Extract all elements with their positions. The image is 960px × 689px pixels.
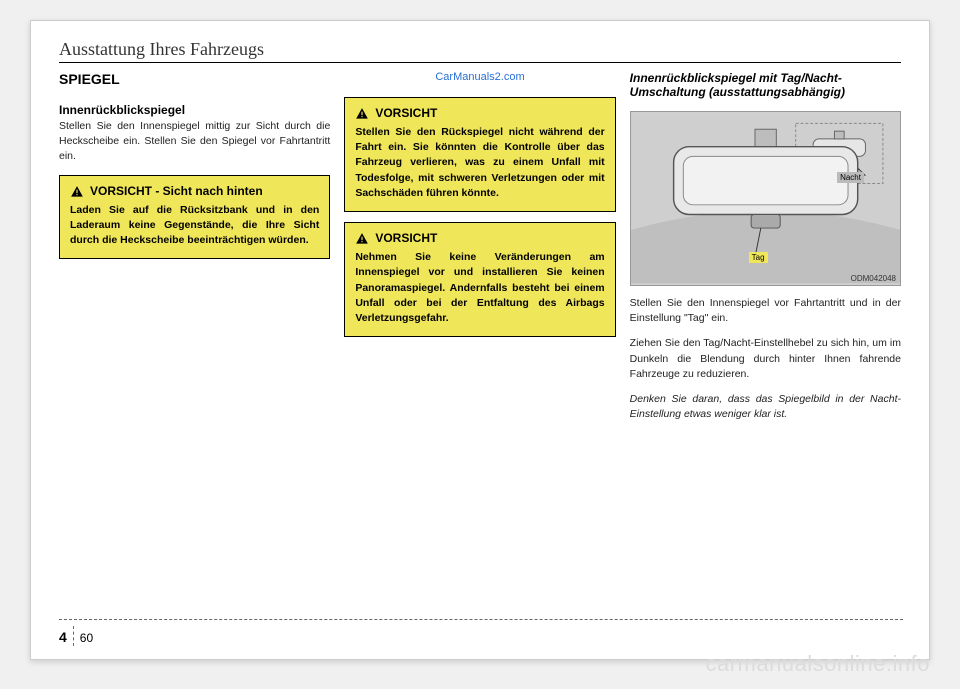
callout-body: Stellen Sie den Rückspiegel nicht währen… — [355, 125, 604, 201]
mirror-figure: Nacht Tag ODM042048 — [630, 111, 901, 286]
para-tag-einstellung: Stellen Sie den Innenspiegel vor Fahrtan… — [630, 296, 901, 326]
chapter-title: Ausstattung Ihres Fahrzeugs — [59, 39, 901, 60]
para-intro: Stellen Sie den Innenspiegel mittig zur … — [59, 119, 330, 165]
page-number: 60 — [80, 631, 93, 645]
block-intro: Innenrückblickspiegel Stellen Sie den In… — [59, 103, 330, 165]
page-footer: 4 60 — [59, 619, 903, 645]
para-hinweis-nacht: Denken Sie daran, dass das Spiegelbild i… — [630, 392, 901, 422]
warning-icon — [355, 232, 369, 246]
footer-rule — [59, 619, 903, 620]
figure-code: ODM042048 — [851, 274, 896, 283]
warning-icon — [70, 185, 84, 199]
figure-label-tag: Tag — [749, 252, 768, 263]
callout-keine-veraenderungen: VORSICHT Nehmen Sie keine Veränderungen … — [344, 222, 615, 337]
figure-label-nacht: Nacht — [837, 172, 864, 183]
column-1: SPIEGEL Innenrückblickspiegel Stellen Si… — [59, 71, 330, 423]
callout-rueckspiegel-fahrt: VORSICHT Stellen Sie den Rückspiegel nic… — [344, 97, 615, 212]
subhead-innenspiegel: Innenrückblickspiegel — [59, 103, 330, 117]
section-number: 4 — [59, 629, 67, 645]
column-3: Innenrückblickspiegel mit Tag/Nacht-Umsc… — [630, 71, 901, 423]
callout-title: VORSICHT — [375, 231, 437, 245]
watermark: carmanualsonline.info — [705, 651, 930, 677]
warning-icon — [355, 107, 369, 121]
manual-page: Ausstattung Ihres Fahrzeugs SPIEGEL Inne… — [30, 20, 930, 660]
callout-header: VORSICHT — [355, 231, 604, 246]
callout-title: VORSICHT - Sicht nach hinten — [90, 184, 263, 198]
figure-caption: Innenrückblickspiegel mit Tag/Nacht-Umsc… — [630, 71, 901, 99]
callout-body: Nehmen Sie keine Veränderungen am Innens… — [355, 250, 604, 326]
section-title: SPIEGEL — [59, 71, 330, 87]
content-columns: SPIEGEL Innenrückblickspiegel Stellen Si… — [59, 71, 901, 423]
footer-separator — [73, 626, 74, 646]
footer-numbers: 4 60 — [59, 622, 903, 645]
column-2: CarManuals2.com VORSICHT Stellen Sie den… — [344, 71, 615, 423]
site-link[interactable]: CarManuals2.com — [344, 71, 615, 83]
rule-top — [59, 62, 901, 63]
callout-sicht-nach-hinten: VORSICHT - Sicht nach hinten Laden Sie a… — [59, 175, 330, 260]
callout-header: VORSICHT — [355, 106, 604, 121]
callout-title: VORSICHT — [375, 106, 437, 120]
callout-header: VORSICHT - Sicht nach hinten — [70, 184, 319, 199]
callout-body: Laden Sie auf die Rücksitzbank und in de… — [70, 203, 319, 249]
para-tag-nacht-hebel: Ziehen Sie den Tag/Nacht-Einstellhebel z… — [630, 336, 901, 382]
